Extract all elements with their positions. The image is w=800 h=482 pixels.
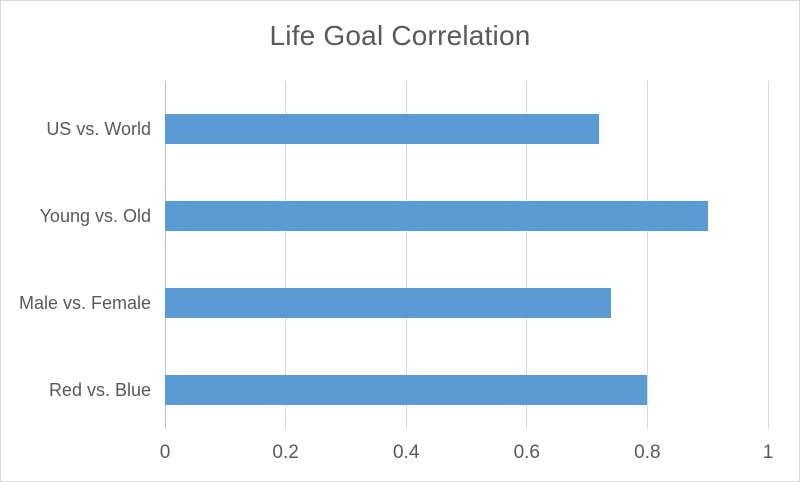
- category-label-us-vs-world: US vs. World: [46, 118, 151, 139]
- category-label-young-vs-old: Young vs. Old: [39, 205, 151, 226]
- bar-us-vs-world: [165, 113, 600, 144]
- gridline: [646, 81, 648, 429]
- gridline: [405, 81, 407, 429]
- bar-young-vs-old: [165, 200, 708, 231]
- chart-title: Life Goal Correlation: [269, 20, 531, 51]
- x-tick-label: 0.6: [513, 442, 541, 463]
- x-tick-label: 1: [762, 442, 774, 463]
- gridline: [767, 81, 769, 429]
- bar-red-vs-blue: [165, 374, 648, 405]
- x-tick-label: 0.8: [634, 442, 661, 463]
- gridline: [526, 81, 528, 429]
- category-label-male-vs-female: Male vs. Female: [18, 292, 151, 313]
- bar-male-vs-female: [165, 287, 612, 318]
- x-tick-label: 0: [159, 442, 171, 463]
- category-axis-line: [164, 81, 166, 429]
- plot-area: [164, 81, 769, 429]
- gridline: [285, 81, 287, 429]
- category-label-red-vs-blue: Red vs. Blue: [48, 379, 151, 400]
- x-tick-label: 0.2: [272, 442, 299, 463]
- x-tick-label: 0.4: [392, 442, 420, 463]
